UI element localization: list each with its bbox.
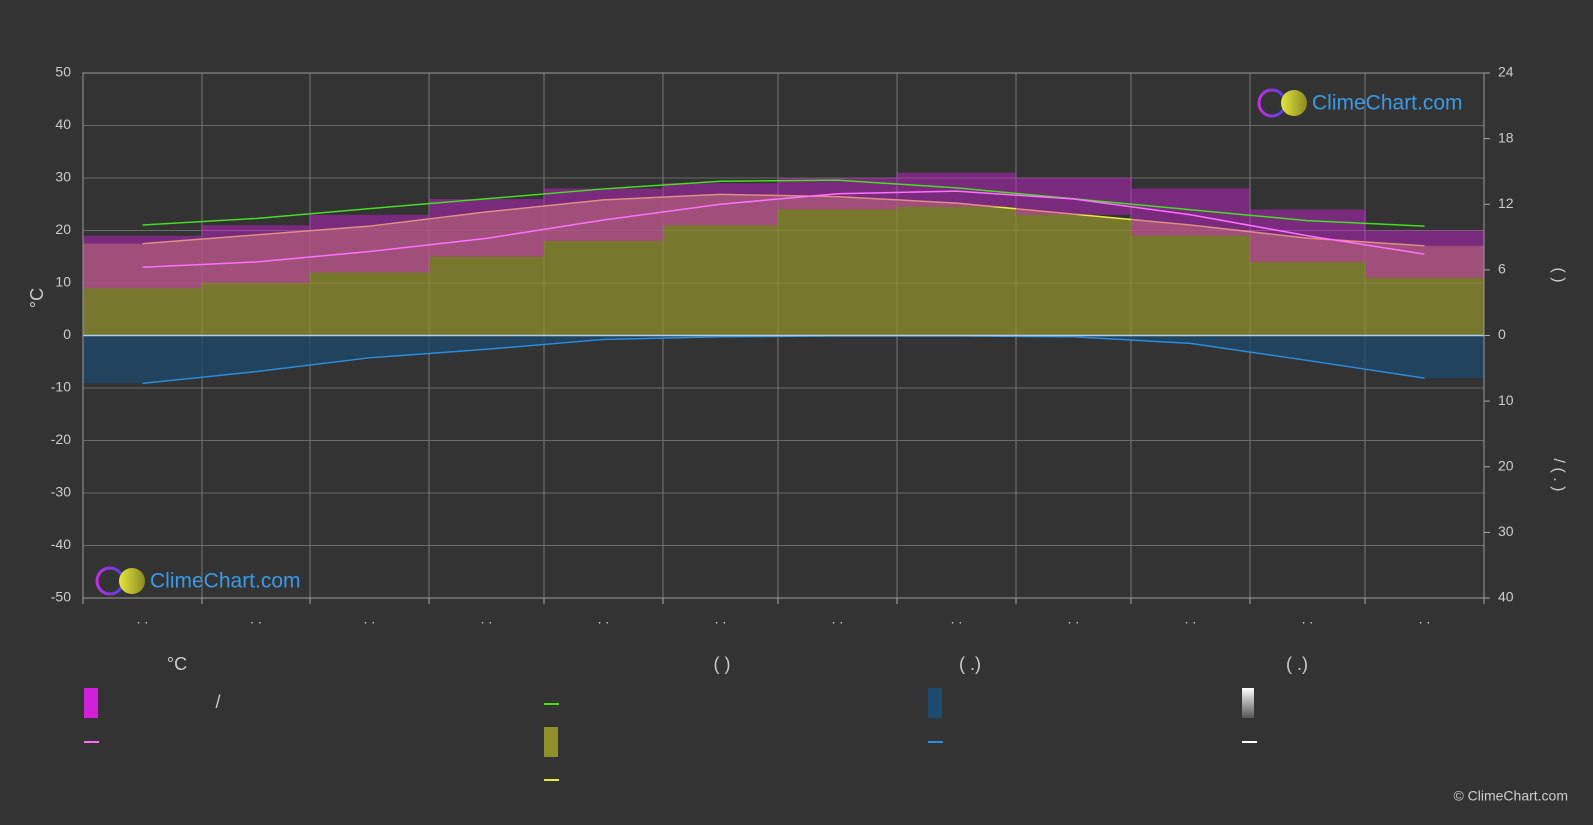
legend-header: °C [167, 654, 187, 674]
legend-swatch [1242, 688, 1254, 718]
y3-axis-label: / ( . ) [1550, 459, 1567, 492]
y-tick-label: 20 [55, 221, 71, 237]
series-line [142, 179, 1425, 227]
y-tick-label: 10 [55, 274, 71, 290]
legend-header: ( .) [1286, 654, 1308, 674]
y3-tick-label: 30 [1498, 523, 1514, 539]
y2-tick-label: 0 [1498, 326, 1506, 342]
legend-header: ( .) [959, 654, 981, 674]
series-line [142, 335, 1425, 385]
y2-tick-label: 18 [1498, 129, 1514, 145]
y3-tick-label: 40 [1498, 589, 1514, 605]
plot-area [82, 72, 1485, 599]
plot-frame [82, 72, 1485, 599]
y2-axis-label: ( ) [1550, 267, 1567, 282]
x-tick-label: . . [598, 611, 610, 627]
series-line [142, 190, 1425, 268]
y-tick-label: 50 [55, 64, 71, 80]
x-tick-label: . . [1302, 611, 1314, 627]
x-tick-label: . . [250, 611, 262, 627]
temperature-range [310, 214, 429, 273]
x-tick-label: . . [951, 611, 963, 627]
y2-tick-label: 24 [1498, 64, 1514, 80]
y2-tick-label: 12 [1498, 195, 1514, 211]
temperature-range [1131, 188, 1250, 236]
x-tick-label: . . [481, 611, 493, 627]
y-tick-label: -50 [51, 589, 71, 605]
legend-header: ( ) [714, 654, 731, 674]
y3-tick-label: 20 [1498, 457, 1514, 473]
y-tick-label: -10 [51, 379, 71, 395]
x-tick-label: . . [364, 611, 376, 627]
series-area [83, 194, 1484, 336]
logo-text: ClimeChart.com [150, 570, 301, 593]
x-tick-label: . . [1185, 611, 1197, 627]
y-tick-label: -20 [51, 431, 71, 447]
y-axis-label: °C [27, 288, 47, 308]
legend-text: / [215, 692, 220, 712]
logo-text: ClimeChart.com [1312, 92, 1463, 115]
temperature-range [83, 235, 202, 289]
y-tick-label: 0 [63, 326, 71, 342]
logo-bottom: ClimeChart.com [95, 566, 301, 596]
legend-swatch [544, 727, 558, 757]
series-area [83, 335, 1484, 384]
y-tick-label: 40 [55, 116, 71, 132]
y-tick-label: -30 [51, 484, 71, 500]
y3-tick-label: 10 [1498, 392, 1514, 408]
legend-swatch [928, 688, 942, 718]
y-tick-label: 30 [55, 169, 71, 185]
x-tick-label: . . [715, 611, 727, 627]
copyright: © ClimeChart.com [1453, 788, 1568, 804]
temperature-range [429, 199, 544, 257]
x-tick-label: . . [1068, 611, 1080, 627]
x-tick-label: . . [832, 611, 844, 627]
x-tick-label: . . [1419, 611, 1431, 627]
temperature-range [202, 225, 310, 283]
series-line [142, 193, 1425, 247]
legend-swatch [84, 688, 98, 718]
logo-top: ClimeChart.com [1257, 88, 1463, 118]
y-tick-label: -40 [51, 536, 71, 552]
x-tick-label: . . [137, 611, 149, 627]
y2-tick-label: 6 [1498, 261, 1506, 277]
temperature-range [897, 172, 1016, 207]
